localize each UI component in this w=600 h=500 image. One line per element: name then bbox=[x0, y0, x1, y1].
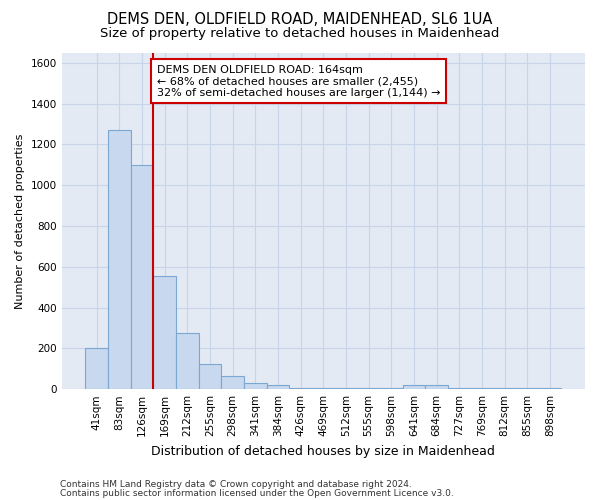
X-axis label: Distribution of detached houses by size in Maidenhead: Distribution of detached houses by size … bbox=[151, 444, 495, 458]
Text: DEMS DEN OLDFIELD ROAD: 164sqm
← 68% of detached houses are smaller (2,455)
32% : DEMS DEN OLDFIELD ROAD: 164sqm ← 68% of … bbox=[157, 64, 440, 98]
Bar bbox=[131, 164, 154, 389]
Bar bbox=[403, 385, 425, 389]
Bar bbox=[154, 276, 176, 389]
Text: Contains public sector information licensed under the Open Government Licence v3: Contains public sector information licen… bbox=[60, 488, 454, 498]
Bar bbox=[470, 388, 493, 389]
Bar bbox=[244, 383, 266, 389]
Bar bbox=[335, 388, 358, 389]
Bar bbox=[266, 385, 289, 389]
Bar bbox=[358, 388, 380, 389]
Bar bbox=[380, 388, 403, 389]
Bar bbox=[289, 388, 312, 389]
Bar bbox=[176, 333, 199, 389]
Text: Contains HM Land Registry data © Crown copyright and database right 2024.: Contains HM Land Registry data © Crown c… bbox=[60, 480, 412, 489]
Bar bbox=[539, 388, 561, 389]
Text: DEMS DEN, OLDFIELD ROAD, MAIDENHEAD, SL6 1UA: DEMS DEN, OLDFIELD ROAD, MAIDENHEAD, SL6… bbox=[107, 12, 493, 28]
Bar bbox=[199, 364, 221, 389]
Bar bbox=[448, 388, 470, 389]
Bar bbox=[108, 130, 131, 389]
Bar bbox=[221, 376, 244, 389]
Y-axis label: Number of detached properties: Number of detached properties bbox=[15, 133, 25, 308]
Bar bbox=[425, 385, 448, 389]
Bar bbox=[85, 348, 108, 389]
Bar bbox=[516, 388, 539, 389]
Bar bbox=[312, 388, 335, 389]
Text: Size of property relative to detached houses in Maidenhead: Size of property relative to detached ho… bbox=[100, 28, 500, 40]
Bar bbox=[493, 388, 516, 389]
